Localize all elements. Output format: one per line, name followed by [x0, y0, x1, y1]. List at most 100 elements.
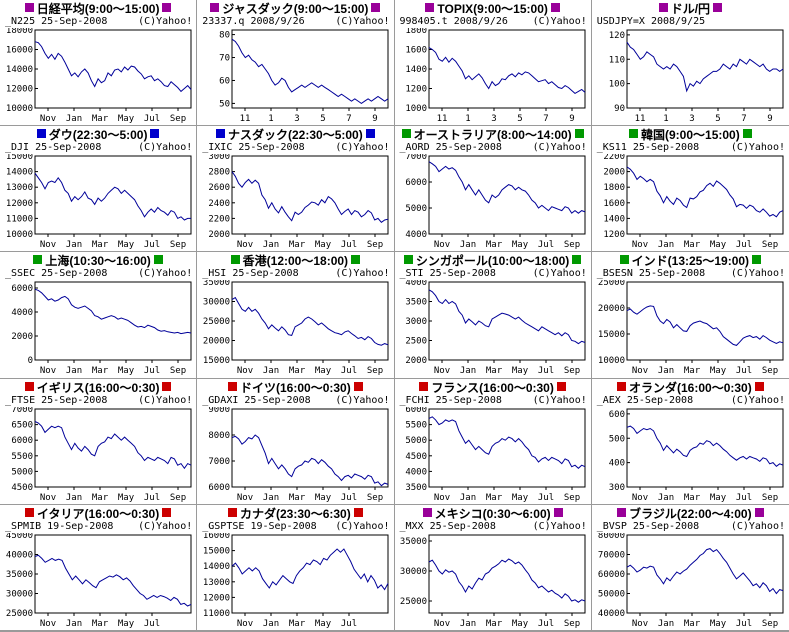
mini-chart[interactable]: 18000 16000 14000 12000 10000 Nov Jan Mar May Jul… — [1, 28, 196, 125]
price-line — [626, 547, 784, 595]
marker-icon — [556, 381, 566, 391]
chart-info-line: _KS11 25-Sep-2008 (C)Yahoo! — [592, 142, 789, 154]
x-axis-tick-label: Jan — [263, 493, 279, 503]
y-axis-tick-label: 14000 — [203, 562, 230, 572]
mini-chart[interactable]: 25000 20000 15000 10000 Nov Jan Mar May Jul Sep — [593, 280, 788, 377]
x-axis-tick-label: Mar — [684, 366, 701, 376]
x-axis-tick-label: Jul — [143, 619, 159, 629]
x-axis-tick-label: Jan — [658, 366, 674, 376]
ticker-and-date: _SPMIB 19-Sep-2008 — [5, 521, 113, 533]
chart-cell[interactable]: カナダ(23:30〜6:30) _GSPTSE 19-Sep-2008 (C)Y… — [197, 504, 395, 631]
chart-cell[interactable]: オーストラリア(8:00〜14:00) _AORD 25-Sep-2008 (C… — [394, 126, 592, 253]
chart-info-line: _SPMIB 19-Sep-2008 (C)Yahoo! — [0, 521, 196, 533]
y-axis-tick-label: 13000 — [203, 578, 230, 588]
y-axis-tick-label: 1400 — [603, 215, 625, 225]
y-axis-tick-label: 10000 — [6, 104, 33, 114]
chart-title: 韓国(9:00〜15:00) — [641, 128, 740, 143]
ticker-symbol: _N225 — [5, 16, 36, 27]
chart-cell[interactable]: 香港(12:00〜18:00) _HSI 25-Sep-2008 (C)Yaho… — [197, 252, 395, 379]
chart-cell[interactable]: イタリア(16:00〜0:30) _SPMIB 19-Sep-2008 (C)Y… — [0, 504, 198, 631]
chart-date: 25-Sep-2008 — [238, 142, 305, 154]
chart-cell[interactable]: TOPIX(9:00〜15:00) 998405.t 2008/9/26 (C)… — [394, 0, 592, 127]
x-axis-tick-label: Jan — [65, 493, 81, 503]
x-axis-tick-label: Jul — [341, 493, 357, 503]
chart-title: オーストラリア(8:00〜14:00) — [413, 128, 572, 143]
y-axis-tick-label: 15000 — [203, 356, 230, 366]
chart-date: 25-Sep-2008 — [232, 268, 299, 280]
mini-chart[interactable]: 45000 40000 35000 30000 25000 Nov Jan Mar May Jul — [1, 533, 196, 630]
chart-info-line: USDJPY=X 2008/9/25 — [592, 16, 789, 28]
x-axis-tick-label: Jan — [65, 619, 81, 629]
marker-icon — [162, 3, 172, 12]
mini-chart[interactable]: 3000 2800 2600 2400 2200 2000 Nov Jan Mar May Jul S… — [198, 154, 393, 251]
x-axis-tick-label: Jul — [341, 240, 357, 250]
ticker-and-date: _HSI 25-Sep-2008 — [202, 268, 298, 280]
mini-chart[interactable]: 6000 4000 2000 0 Nov Jan Mar May Jul Sep — [1, 280, 196, 377]
mini-chart[interactable]: 4000 3500 3000 2500 2000 Nov Jan Mar May Jul Sep — [395, 280, 590, 377]
x-axis-tick-label: 7 — [346, 114, 351, 124]
chart-cell[interactable]: オランダ(16:00〜0:30) _AEX 25-Sep-2008 (C)Yah… — [591, 378, 789, 505]
x-axis-tick-label: Nov — [39, 240, 55, 250]
x-axis-tick-label: May — [315, 240, 332, 250]
mini-chart[interactable]: 35000 30000 25000 Nov Jan Mar May Jul Sep — [395, 533, 590, 630]
ticker-and-date: _AORD 25-Sep-2008 — [400, 142, 502, 154]
mini-chart[interactable]: 35000 30000 25000 20000 15000 Nov Jan Mar May Jul… — [198, 280, 393, 377]
copyright-label: (C)Yahoo! — [532, 394, 587, 406]
chart-cell[interactable]: フランス(16:00〜0:30) _FCHI 25-Sep-2008 (C)Ya… — [394, 378, 592, 505]
marker-icon — [353, 381, 363, 391]
x-axis-tick-label: Sep — [762, 619, 778, 629]
mini-chart[interactable]: 2200 2000 1800 1600 1400 1200 Nov Jan Mar May Jul S… — [593, 154, 788, 251]
ticker-and-date: USDJPY=X 2008/9/25 — [597, 16, 705, 28]
y-axis-tick-label: 7000 — [11, 407, 33, 415]
chart-cell[interactable]: ダウ(22:30〜5:00) _DJI 25-Sep-2008 (C)Yahoo… — [0, 126, 198, 253]
mini-chart[interactable]: 15000 14000 13000 12000 11000 10000 Nov Jan Mar M… — [1, 154, 196, 251]
copyright-label: (C)Yahoo! — [335, 520, 390, 532]
chart-date: 25-Sep-2008 — [244, 394, 311, 406]
chart-cell[interactable]: ドイツ(16:00〜0:30) _GDAXI 25-Sep-2008 (C)Ya… — [197, 378, 395, 505]
chart-cell[interactable]: 韓国(9:00〜15:00) _KS11 25-Sep-2008 (C)Yaho… — [591, 126, 789, 253]
chart-cell[interactable]: 上海(10:30〜16:00) _SSEC 25-Sep-2008 (C)Yah… — [0, 252, 198, 379]
x-axis-tick-label: Jan — [658, 493, 674, 503]
mini-chart[interactable]: 80000 70000 60000 50000 40000 Nov Jan Mar May Jul… — [593, 533, 788, 630]
chart-cell[interactable]: ドル/円 USDJPY=X 2008/9/25 120 110 100 90 11 1 3 5… — [591, 0, 789, 127]
mini-chart[interactable]: 6000 5500 5000 4500 4000 3500 Nov Jan Mar May Jul S… — [395, 407, 590, 504]
chart-cell[interactable]: イギリス(16:00〜0:30) _FTSE 25-Sep-2008 (C)Ya… — [0, 378, 198, 505]
ticker-symbol: _STI — [399, 268, 424, 280]
chart-title: カナダ(23:30〜6:30) — [240, 506, 351, 521]
ticker-symbol: _MXX — [399, 520, 424, 532]
mini-chart[interactable]: 600 500 400 300 Nov Jan Mar May Jul Sep — [593, 407, 788, 504]
chart-cell[interactable]: ブラジル(22:00〜4:00) _BVSP 25-Sep-2008 (C)Ya… — [591, 504, 789, 631]
chart-cell[interactable]: インド(13:25〜19:00) _BSESN 25-Sep-2008 (C)Y… — [591, 252, 789, 379]
mini-chart[interactable]: 16000 15000 14000 13000 12000 11000 Nov Jan Mar M… — [198, 533, 393, 630]
price-line — [428, 289, 586, 345]
x-axis-tick-label: May — [315, 366, 332, 376]
chart-cell[interactable]: ジャスダック(9:00〜15:00) 23337.q 2008/9/26 (C)… — [197, 0, 395, 127]
chart-info-line: _STI 25-Sep-2008 (C)Yahoo! — [395, 268, 591, 280]
y-axis-tick-label: 45000 — [6, 533, 33, 541]
chart-cell[interactable]: シンガポール(10:00〜18:00) _STI 25-Sep-2008 (C)… — [394, 252, 592, 379]
copyright-label: (C)Yahoo! — [730, 520, 785, 532]
y-axis-tick-label: 6000 — [208, 483, 230, 493]
y-axis-tick-label: 2200 — [603, 154, 625, 162]
chart-title: ナスダック(22:30〜5:00) — [228, 128, 363, 143]
copyright-label: (C)Yahoo! — [532, 520, 587, 532]
price-line — [428, 558, 586, 603]
y-axis-tick-label: 35000 — [6, 570, 33, 580]
chart-cell[interactable]: メキシコ(0:30〜6:00) _MXX 25-Sep-2008 (C)Yaho… — [394, 504, 592, 631]
x-axis-tick-label: 1 — [268, 114, 273, 124]
chart-cell[interactable]: 日経平均(9:00〜15:00) _N225 25-Sep-2008 (C)Ya… — [0, 0, 198, 127]
y-axis-tick-label: 50000 — [598, 589, 625, 599]
y-axis-tick-label: 1200 — [603, 230, 625, 240]
mini-chart[interactable]: 7000 6500 6000 5500 5000 4500 Nov Jan Mar May Jul S… — [1, 407, 196, 504]
chart-cell[interactable]: ナスダック(22:30〜5:00) _IXIC 25-Sep-2008 (C)Y… — [197, 126, 395, 253]
x-axis-tick-label: Mar — [486, 493, 503, 503]
mini-chart[interactable]: 9000 8000 7000 6000 Nov Jan Mar May Jul Sep — [198, 407, 393, 504]
y-axis-tick-label: 60000 — [598, 570, 625, 580]
y-axis-tick-label: 35000 — [400, 537, 427, 547]
ticker-symbol: _KS11 — [596, 142, 627, 154]
mini-chart[interactable]: 7000 6000 5000 4000 Nov Jan Mar May Jul Sep — [395, 154, 590, 251]
y-axis-tick-label: 110 — [609, 55, 625, 65]
